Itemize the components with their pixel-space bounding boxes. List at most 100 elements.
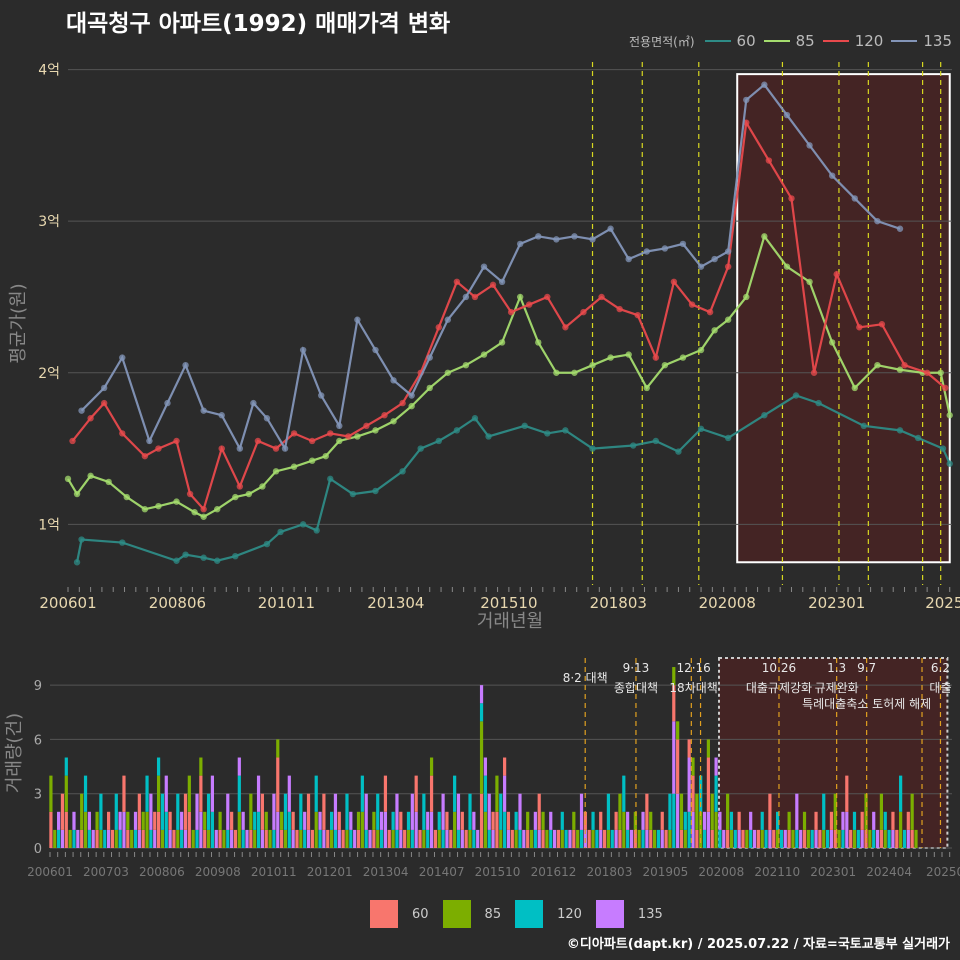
volume-bar <box>668 829 672 848</box>
volume-bar <box>783 829 787 848</box>
volume-bar <box>841 829 845 848</box>
data-point-120 <box>544 293 551 301</box>
volume-bar <box>537 829 541 848</box>
volume-bar <box>314 775 318 812</box>
volume-bar <box>799 829 803 848</box>
volume-bar <box>195 829 199 848</box>
volume-bar <box>287 775 291 812</box>
x-tick-label: 201612 <box>531 865 577 879</box>
data-point-60 <box>232 552 239 560</box>
data-point-135 <box>679 240 687 248</box>
data-point-120 <box>616 305 623 313</box>
data-point-60 <box>327 475 334 483</box>
volume-bar <box>60 829 65 848</box>
volume-bar <box>541 829 545 848</box>
volume-bar <box>849 829 853 848</box>
x-tick-label: 200806 <box>139 865 185 879</box>
data-point-120 <box>100 399 108 407</box>
volume-bar <box>787 829 791 848</box>
volume-bar <box>249 829 253 848</box>
volume-bar <box>57 829 61 848</box>
volume-bar <box>726 793 730 830</box>
volume-bar <box>676 793 680 848</box>
annotation-date: 12·16 <box>676 661 710 675</box>
data-point-60 <box>214 557 221 564</box>
volume-bar <box>180 829 184 848</box>
data-point-60 <box>313 527 320 534</box>
highlight-region <box>736 73 951 564</box>
volume-bar <box>368 829 372 848</box>
data-point-60 <box>697 425 705 433</box>
volume-bar <box>899 811 903 848</box>
volume-bar <box>264 829 268 848</box>
data-point-120 <box>272 445 280 452</box>
volume-bar <box>360 811 364 848</box>
data-point-85 <box>290 463 298 470</box>
annotation-label: 대출 <box>929 681 951 695</box>
volume-bar <box>749 811 753 830</box>
volume-bar <box>691 757 695 776</box>
volume-bar <box>106 811 111 830</box>
data-point-60 <box>544 430 551 437</box>
volume-bar <box>914 829 918 848</box>
volume-bar <box>103 829 107 848</box>
volume-bar <box>133 811 138 830</box>
volume-bar <box>168 829 172 848</box>
volume-bar <box>676 721 680 740</box>
data-point-120 <box>634 311 641 319</box>
volume-bar <box>329 811 334 830</box>
area-legend: 전용면적(㎡) 60 85 120 135 <box>629 30 952 52</box>
volume-bar <box>376 793 380 830</box>
volume-bar <box>579 793 584 830</box>
data-point-135 <box>164 399 171 407</box>
volume-bar <box>599 811 603 830</box>
data-point-135 <box>783 111 791 119</box>
data-point-85 <box>535 339 542 346</box>
data-point-120 <box>200 506 207 513</box>
data-point-120 <box>236 483 244 490</box>
volume-bar <box>864 793 868 830</box>
data-point-85 <box>806 278 813 286</box>
volume-bar <box>372 829 376 848</box>
data-point-120 <box>878 321 886 328</box>
volume-bar <box>679 829 684 848</box>
volume-bar <box>429 757 434 776</box>
volume-bar <box>253 811 257 830</box>
volume-bar <box>891 811 895 830</box>
x-tick-label: 201201 <box>307 865 353 879</box>
data-point-120 <box>788 195 795 202</box>
data-point-60 <box>453 427 461 434</box>
volume-bar <box>602 829 607 848</box>
x-tick-label: 202110 <box>754 865 800 879</box>
volume-bar <box>814 829 818 848</box>
volume-bar <box>503 811 507 848</box>
volume-bar <box>276 739 280 758</box>
volume-bar <box>506 829 511 848</box>
volume-bar <box>441 829 445 848</box>
data-point-135 <box>390 377 397 384</box>
volume-bar <box>626 829 630 848</box>
data-point-135 <box>462 293 470 301</box>
volume-bar <box>591 829 595 848</box>
data-point-85 <box>724 316 732 323</box>
data-point-120 <box>173 437 180 445</box>
x-tick-label: 202008 <box>698 865 744 879</box>
volume-bar <box>549 811 553 830</box>
volume-bar <box>541 811 545 830</box>
volume-bar <box>726 829 730 848</box>
volume-bar <box>156 811 161 848</box>
data-point-85 <box>874 361 881 369</box>
volume-bar <box>729 811 734 830</box>
volume-bar <box>437 811 441 830</box>
volume-bar <box>160 793 165 830</box>
data-point-120 <box>186 490 194 498</box>
x-tick-label: 2025 <box>925 594 960 612</box>
volume-bar <box>518 793 522 830</box>
volume-bar <box>606 829 611 848</box>
annotation-label: 18차대책 <box>669 680 717 695</box>
volume-bar <box>718 829 722 848</box>
volume-bar <box>218 829 222 848</box>
data-point-85 <box>743 293 750 301</box>
data-point-120 <box>706 308 714 316</box>
legend-item-135: 135 <box>891 32 952 50</box>
